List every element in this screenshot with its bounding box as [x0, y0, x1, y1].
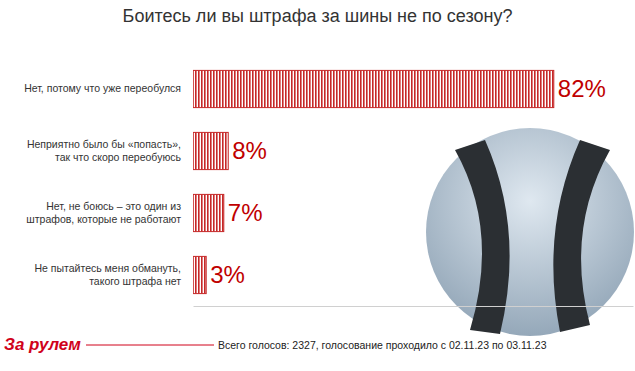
logo: За рулем	[4, 335, 81, 354]
data-label: 8%	[232, 137, 267, 164]
value-axis	[194, 306, 634, 307]
tick-label: Нет, потому что уже переобулся	[24, 82, 181, 94]
plot-area	[193, 70, 554, 293]
note: Всего голосов: 2327, голосование проходи…	[218, 339, 547, 351]
tick: Неприятно было бы «попасть»,так что скор…	[27, 138, 191, 163]
data-labels: 82% 8% 7% 3%	[210, 75, 606, 288]
tire-right	[553, 140, 610, 332]
data-label: 82%	[558, 75, 606, 102]
category-axis: Нет, потому что уже переобулся Неприятно …	[24, 82, 191, 286]
tick: Нет, потому что уже переобулся	[24, 82, 191, 94]
tick: Не пытайтесь меня обмануть,такого штрафа…	[34, 262, 191, 287]
tick: Нет, не боюсь – это один изштрафов, кото…	[26, 200, 191, 225]
title: Боитесь ли вы штрафа за шины не по сезон…	[123, 6, 513, 26]
data-label: 3%	[210, 261, 245, 288]
bar	[193, 194, 224, 231]
footer-rule	[86, 345, 214, 346]
tick-label: Неприятно было бы «попасть»,так что скор…	[27, 138, 182, 163]
photo-circle	[426, 128, 634, 336]
bar	[193, 70, 554, 107]
tick-label: Нет, не боюсь – это один изштрафов, кото…	[26, 200, 181, 225]
chart: Боитесь ли вы штрафа за шины не по сезон…	[0, 0, 635, 371]
tick-label: Не пытайтесь меня обмануть,такого штрафа…	[34, 262, 181, 287]
axis-line	[194, 306, 634, 307]
bar	[193, 256, 206, 293]
photo	[426, 128, 634, 336]
data-label: 7%	[228, 199, 263, 226]
tire-left	[455, 140, 510, 334]
bar	[193, 132, 228, 169]
